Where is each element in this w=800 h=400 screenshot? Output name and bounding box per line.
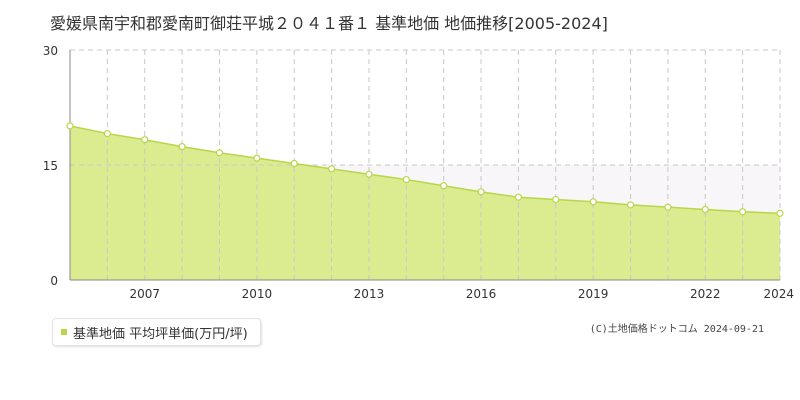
legend-label: 基準地価 平均坪単価(万円/坪) <box>73 326 248 342</box>
data-point <box>664 203 672 211</box>
data-point <box>66 122 74 130</box>
x-tick-label: 2013 <box>354 287 385 301</box>
series-line <box>69 125 781 215</box>
data-point <box>402 175 410 184</box>
x-tick-label: 2024 <box>763 287 794 301</box>
y-tick-label: 0 <box>50 274 58 288</box>
x-tick-label: 2016 <box>466 287 497 301</box>
data-point <box>103 129 111 138</box>
chart-title: 愛媛県南宇和郡愛南町御荘平城２０４１番１ 基準地価 地価推移[2005-2024… <box>50 14 608 33</box>
y-tick-label: 30 <box>43 44 58 58</box>
data-point <box>365 170 373 178</box>
data-point <box>178 143 186 151</box>
data-point <box>327 165 336 173</box>
data-point <box>514 193 523 201</box>
x-tick-label: 2007 <box>129 287 160 301</box>
x-tick-label: 2019 <box>578 287 609 301</box>
data-point <box>739 208 747 216</box>
data-point <box>701 205 709 214</box>
data-point <box>290 159 298 168</box>
data-point <box>253 154 261 162</box>
data-point <box>440 182 448 190</box>
x-tick-label: 2022 <box>690 287 721 301</box>
data-point <box>552 195 560 204</box>
y-tick-label: 15 <box>43 159 58 173</box>
data-point <box>776 209 784 217</box>
series-area <box>70 125 780 281</box>
data-point <box>477 188 485 196</box>
chart-svg: 0 15 30 2007 2010 2013 2016 2019 2022 2024 <box>43 44 794 301</box>
data-point <box>215 149 224 157</box>
data-point <box>626 201 635 209</box>
data-point <box>141 136 149 144</box>
copyright: (C)土地価格ドットコム 2024-09-21 <box>589 324 764 335</box>
legend-swatch-icon <box>61 329 67 335</box>
legend: 基準地価 平均坪単価(万円/坪) <box>52 318 261 346</box>
data-point <box>589 198 597 206</box>
x-tick-label: 2010 <box>242 287 273 301</box>
